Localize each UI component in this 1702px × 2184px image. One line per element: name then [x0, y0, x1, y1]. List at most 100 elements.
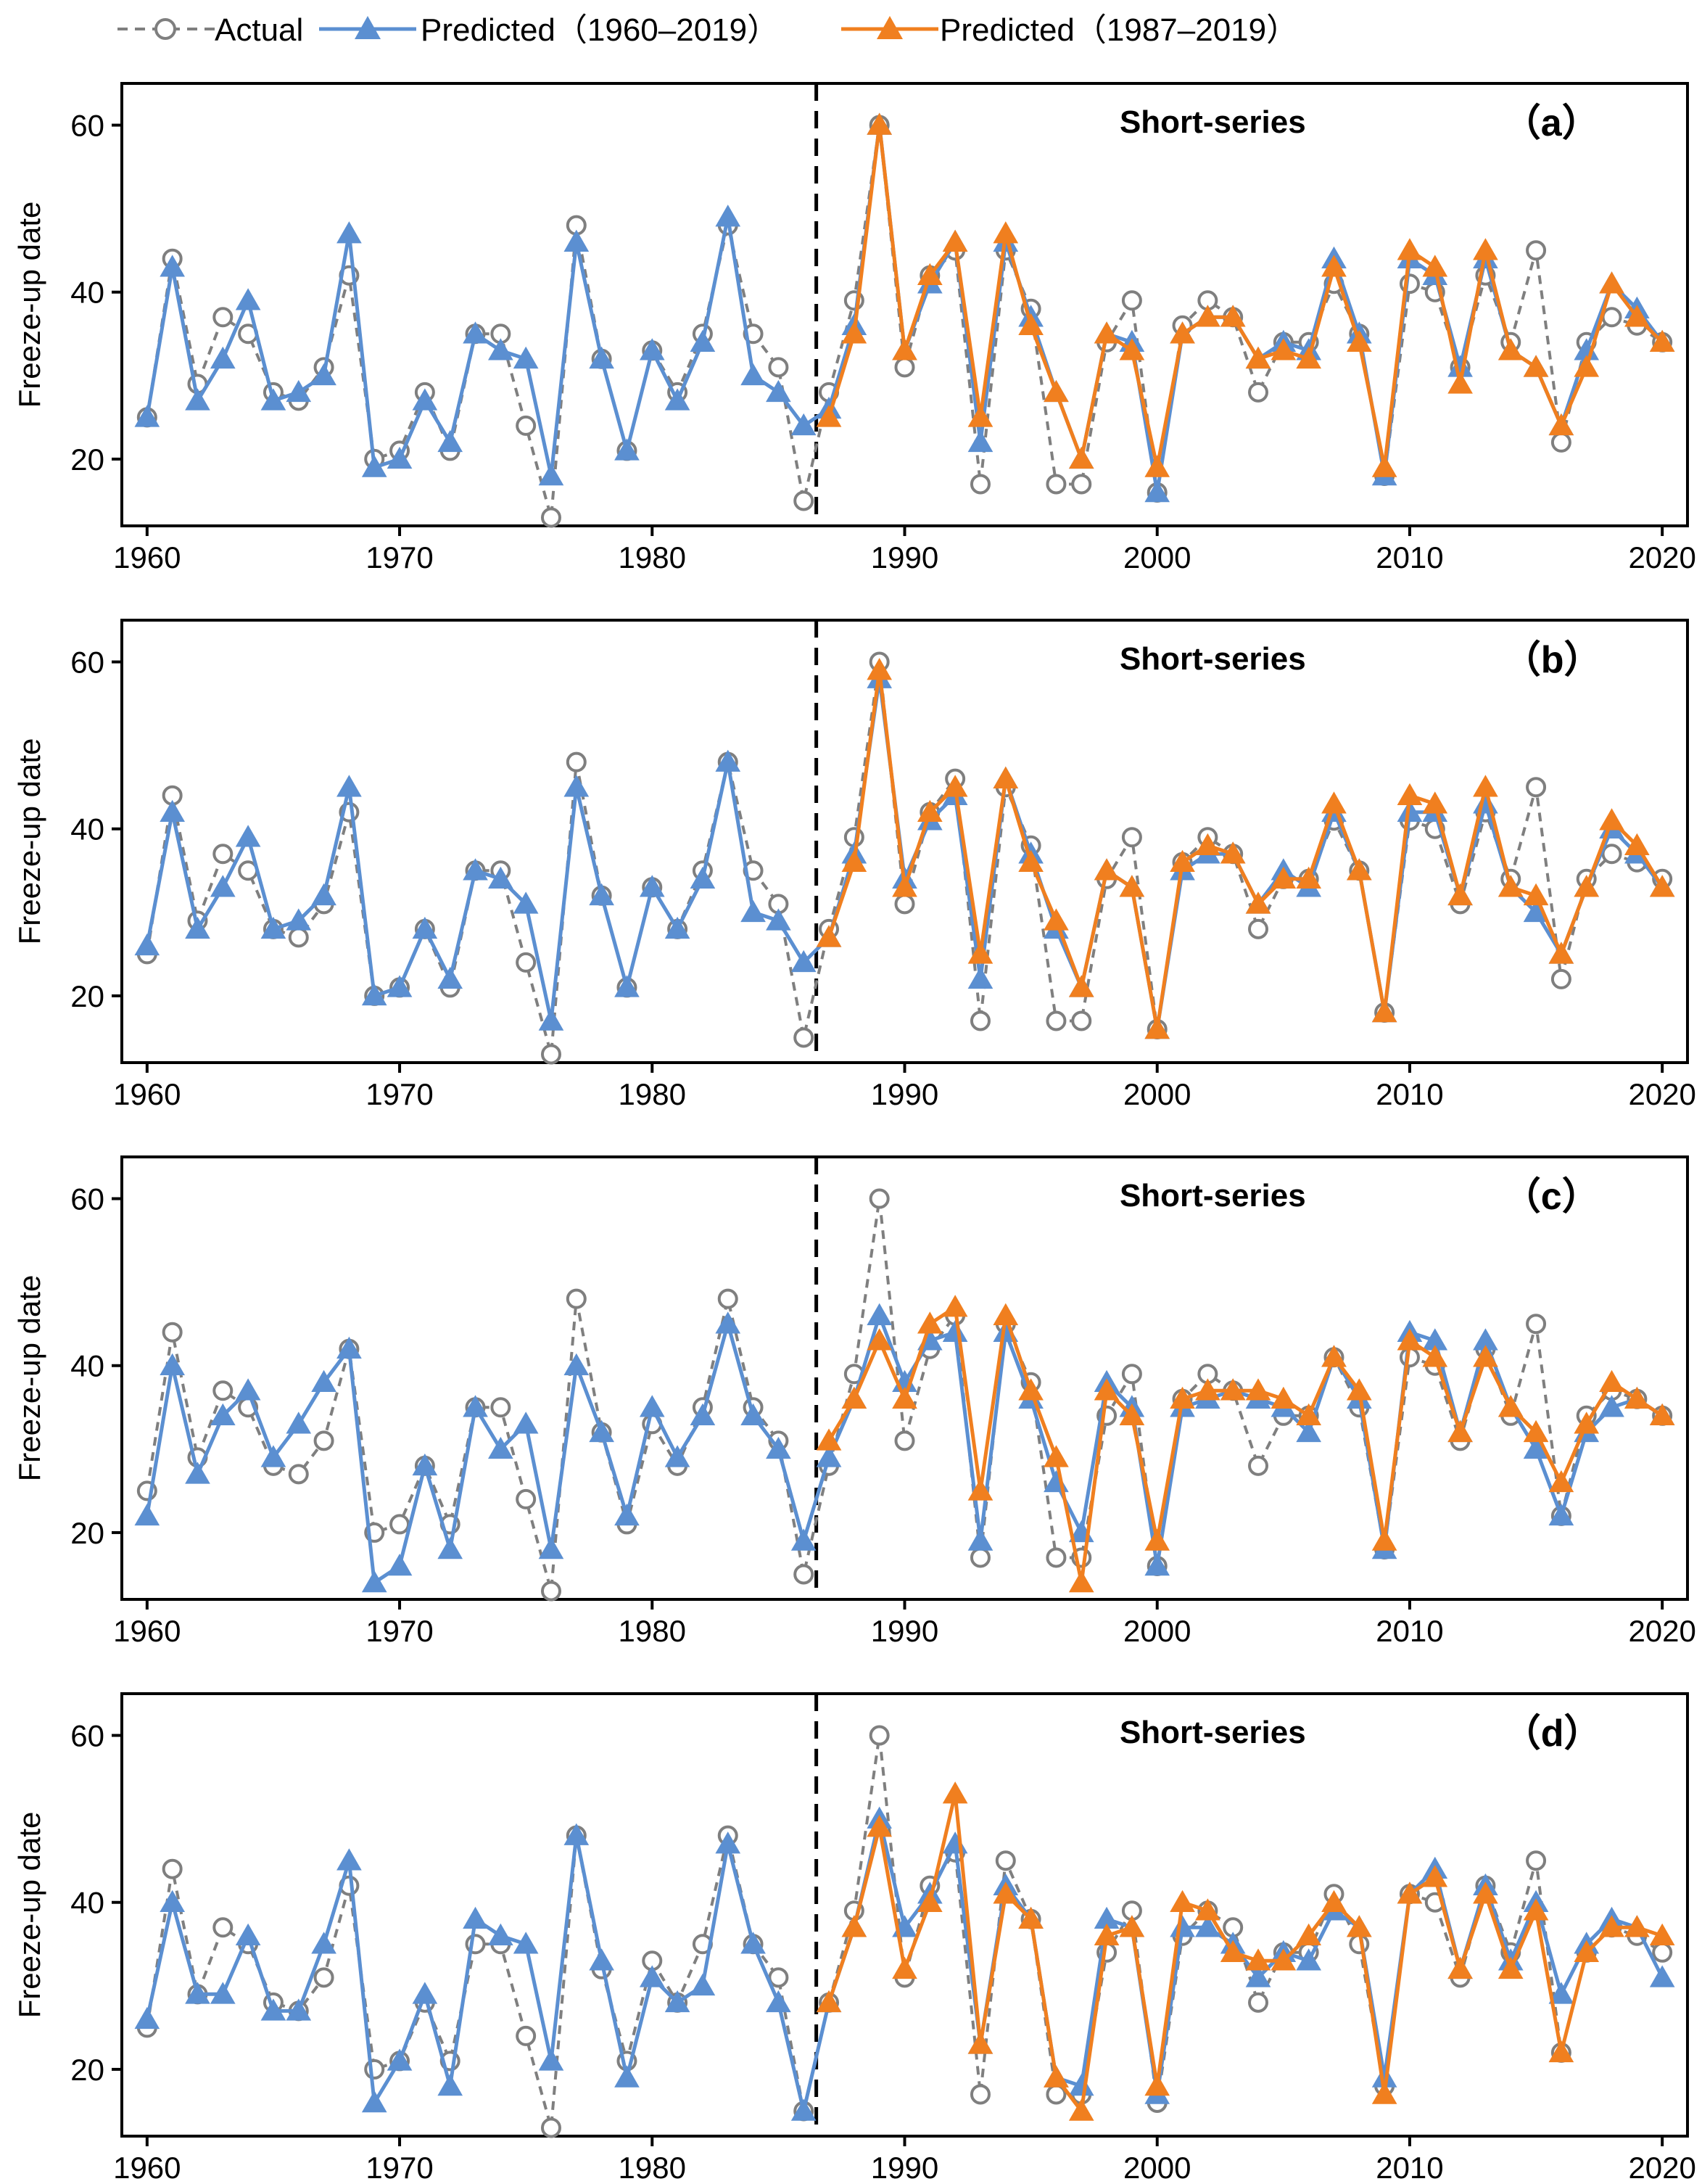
- y-tick-label: 20: [70, 1516, 104, 1550]
- data-point-p2: [1245, 1378, 1271, 1401]
- data-point-p1: [134, 1503, 160, 1526]
- y-tick-label: 40: [70, 1886, 104, 1920]
- data-point-actual: [894, 894, 915, 915]
- data-point-p2: [1624, 1386, 1650, 1409]
- data-point-actual: [540, 507, 561, 528]
- data-point-p2: [917, 799, 943, 822]
- data-point-p1: [740, 1403, 766, 1426]
- data-point-p2: [1574, 355, 1600, 377]
- data-point-p2: [917, 263, 943, 285]
- data-point-p2: [1094, 858, 1120, 881]
- data-point-p2: [1422, 1345, 1448, 1367]
- data-point-p2: [967, 1478, 993, 1501]
- data-point-p2: [1497, 1956, 1524, 1979]
- legend-item-predicted-1960-2019: Predicted（1960–2019）: [319, 12, 779, 48]
- legend-item-predicted-1987-2019: Predicted（1987–2019）: [841, 12, 1298, 48]
- data-point-actual: [1248, 1992, 1269, 2013]
- data-point-p2: [917, 1890, 943, 1912]
- data-point-p2: [1018, 1906, 1044, 1929]
- data-point-p1: [538, 1536, 564, 1559]
- data-point-p2: [1346, 1915, 1372, 1937]
- data-point-p2: [1195, 305, 1220, 327]
- data-point-p1: [412, 916, 438, 939]
- data-point-p2: [1548, 2040, 1574, 2063]
- data-point-p2: [1094, 1923, 1120, 1946]
- data-point-p2: [1624, 305, 1650, 327]
- data-point-p2: [1245, 346, 1271, 369]
- data-point-p1: [1144, 1553, 1170, 1576]
- data-point-p2: [1599, 271, 1624, 294]
- data-point-actual: [970, 2084, 991, 2105]
- data-point-p1: [766, 1990, 791, 2013]
- data-point-p1: [1296, 1419, 1322, 1443]
- data-point-p2: [1271, 1386, 1297, 1409]
- data-point-p1: [134, 2006, 160, 2030]
- data-point-actual: [1071, 1010, 1092, 1031]
- panel-label: （a）: [1503, 102, 1600, 144]
- data-point-p2: [942, 1295, 968, 1317]
- data-point-p1: [210, 1982, 236, 2004]
- data-point-p1: [260, 1998, 286, 2021]
- data-point-p2: [1170, 1386, 1195, 1409]
- data-point-actual: [516, 2025, 537, 2046]
- data-point-actual: [869, 1188, 890, 1209]
- x-tick-label: 2000: [1123, 1077, 1191, 1111]
- data-point-p1: [437, 429, 463, 453]
- data-point-p2: [1346, 858, 1372, 881]
- data-point-p2: [1422, 1865, 1448, 1887]
- data-point-p1: [336, 221, 362, 244]
- data-point-actual: [1121, 290, 1142, 311]
- data-point-p2: [867, 1328, 893, 1351]
- data-point-p2: [1119, 1403, 1145, 1426]
- data-point-p2: [867, 1815, 893, 1837]
- chart-panel-a: 1960 1970 1980 1990 2000 2010 2020204060Freeze…: [12, 82, 1696, 574]
- data-point-p1: [361, 455, 387, 477]
- data-point-p1: [387, 2048, 413, 2071]
- data-point-p2: [1144, 1528, 1170, 1551]
- data-point-actual: [540, 1581, 561, 1602]
- data-point-p2: [993, 1303, 1019, 1325]
- data-point-p2: [1447, 1956, 1473, 1979]
- data-point-p2: [1119, 875, 1145, 897]
- data-point-p1: [336, 1336, 362, 1359]
- x-tick-label: 2000: [1123, 2151, 1191, 2184]
- data-point-p1: [639, 1965, 665, 1987]
- data-point-actual: [1550, 432, 1571, 453]
- data-point-p2: [1447, 371, 1473, 394]
- data-point-actual: [212, 844, 234, 865]
- data-point-p2: [917, 1311, 943, 1334]
- data-point-p2: [1649, 1403, 1675, 1426]
- data-point-actual: [1248, 918, 1269, 939]
- data-point-p2: [816, 1990, 842, 2013]
- data-point-actual: [894, 357, 915, 378]
- data-point-p1: [1170, 1915, 1195, 1937]
- data-point-p2: [892, 1956, 917, 1979]
- data-point-p2: [1271, 338, 1297, 360]
- data-point-p2: [1497, 1395, 1524, 1417]
- data-point-p2: [1574, 875, 1600, 897]
- data-point-p2: [1068, 1570, 1094, 1593]
- data-point-actual: [516, 952, 537, 973]
- x-tick-label: 1960: [113, 2151, 181, 2184]
- data-point-p2: [1624, 1915, 1650, 1937]
- x-tick-label: 2020: [1628, 2151, 1695, 2184]
- data-point-p2: [1649, 329, 1675, 353]
- data-point-p2: [942, 775, 968, 797]
- y-axis-label: Freeze-up date: [12, 1275, 46, 1482]
- x-tick-label: 1990: [871, 1077, 938, 1111]
- data-point-p2: [993, 766, 1019, 788]
- data-point-p1: [134, 933, 160, 956]
- data-point-p2: [1245, 1948, 1271, 1971]
- data-point-actual: [1652, 1942, 1673, 1963]
- data-point-p1: [235, 288, 261, 310]
- data-point-p2: [1473, 1345, 1498, 1367]
- data-point-p1: [311, 883, 336, 906]
- data-point-p1: [160, 1353, 185, 1375]
- series-actual: [136, 115, 1673, 528]
- data-point-p2: [1397, 1882, 1423, 1904]
- data-point-p2: [1497, 338, 1524, 360]
- data-point-p2: [1068, 446, 1094, 469]
- series-line-p2: [827, 1305, 1664, 1585]
- legend-label-predicted-1960-2019: Predicted（1960–2019）: [421, 12, 779, 48]
